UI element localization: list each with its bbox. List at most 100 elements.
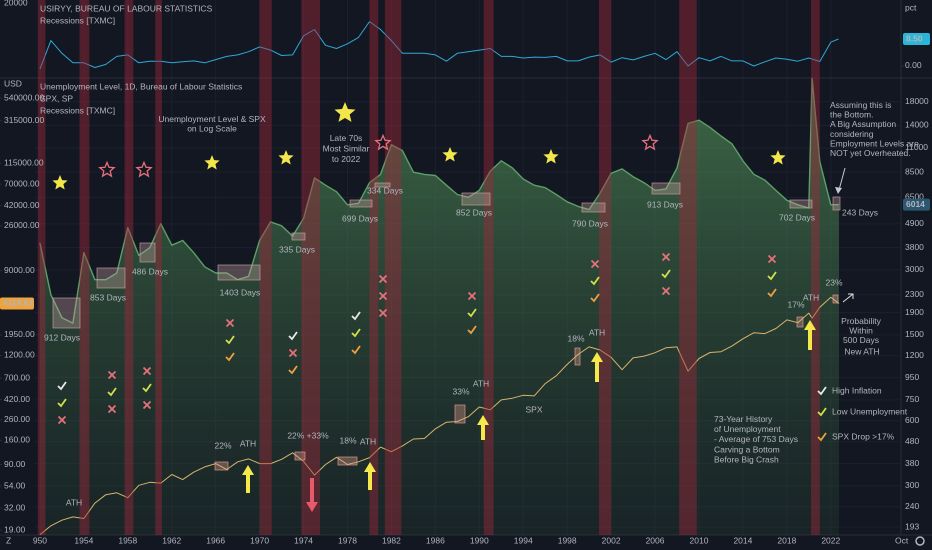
star-icon xyxy=(204,155,220,170)
y2-tick-label: 3800 xyxy=(905,242,924,252)
y-tick-label: 420.00 xyxy=(4,394,30,404)
arrow-head xyxy=(591,352,603,362)
annotation-line: to 2022 xyxy=(332,154,361,164)
check-icon xyxy=(467,308,477,318)
recession-band xyxy=(124,0,134,535)
y-tick-label: 32.00 xyxy=(4,502,26,512)
annotation-line: Within xyxy=(849,326,873,336)
x-tick-label: 1994 xyxy=(514,535,533,545)
check-icon xyxy=(817,386,827,396)
value-tag xyxy=(0,297,34,310)
cross-icon xyxy=(142,366,152,376)
drop-label: ATH xyxy=(589,327,605,337)
days-label: 334 Days xyxy=(367,185,403,195)
star-icon xyxy=(374,133,392,151)
star-icon xyxy=(278,150,294,165)
recession-band xyxy=(811,0,820,535)
check-icon xyxy=(467,325,477,335)
check-icon xyxy=(142,383,152,393)
y2-tick-label: 6500 xyxy=(905,192,924,202)
annotation: 73-Year History of Unemployment - Average … xyxy=(714,414,798,464)
drop-label: 23% xyxy=(825,277,842,287)
y2-tick-label: 480 xyxy=(905,436,919,446)
x-tick-label: 1958 xyxy=(118,535,137,545)
y-tick-label: 9000.00 xyxy=(4,265,35,275)
recession-band xyxy=(483,0,494,535)
x-tick-label: 2010 xyxy=(690,535,709,545)
drop-label: ATH xyxy=(240,438,256,448)
drop-label: 18% xyxy=(567,333,584,343)
pointer-head xyxy=(848,293,854,299)
check-icon xyxy=(817,407,827,417)
y2-tick-label: 750 xyxy=(905,394,919,404)
check-icon xyxy=(590,293,600,303)
drop-label: 33% xyxy=(452,386,469,396)
area xyxy=(39,78,839,536)
y-tick-label: 540000.00 xyxy=(4,92,44,102)
days-label: 243 Days xyxy=(842,207,878,217)
x-tick-label: 950 xyxy=(33,535,47,545)
arrow-shaft xyxy=(246,475,250,493)
drop-box xyxy=(337,456,358,466)
bottom-box xyxy=(139,242,156,263)
value-tag-label: 6014 xyxy=(906,199,925,209)
bottom-box xyxy=(349,199,373,208)
cross-icon xyxy=(378,291,388,301)
value-tag xyxy=(903,33,930,45)
arrow-head xyxy=(804,320,816,330)
x-tick-label: 1962 xyxy=(162,535,181,545)
main-title: Unemployment Level, 1D, Bureau of Labour… xyxy=(40,81,242,91)
check-icon xyxy=(351,311,361,321)
top-unit: pct xyxy=(905,2,917,12)
days-label: 790 Days xyxy=(572,218,608,228)
y-tick-label: 1950.00 xyxy=(4,329,35,339)
area-line xyxy=(39,77,840,324)
x-tick-label: 2014 xyxy=(733,535,752,545)
drop-label: ATH xyxy=(360,436,376,446)
y2-tick-label: 600 xyxy=(905,415,919,425)
recession-band xyxy=(37,0,46,535)
x-tick-label: 1970 xyxy=(250,535,269,545)
y-tick-label: 115000.00 xyxy=(4,157,44,167)
y-tick-label: 315000.00 xyxy=(4,115,44,125)
annotation-line: of Unemployment xyxy=(714,424,781,434)
days-label: 702 Days xyxy=(779,212,815,222)
arrow-shaft xyxy=(808,330,812,350)
value-tag-label: 4118.63 xyxy=(3,298,34,308)
cross-icon xyxy=(107,404,117,414)
check-icon xyxy=(288,331,298,341)
x-cursor-label: Oct xyxy=(895,535,909,545)
pointer-head xyxy=(835,187,842,194)
y-tick-label: 700.00 xyxy=(4,372,30,382)
check-icon xyxy=(351,345,361,355)
bottom-box xyxy=(374,182,391,188)
pointer-line xyxy=(842,293,854,303)
x-tick-label: 2002 xyxy=(602,535,621,545)
check-icon xyxy=(57,398,67,408)
days-label: 912 Days xyxy=(44,332,80,342)
annotation-line: Carving a Bottom xyxy=(714,445,780,455)
recession-band xyxy=(259,0,272,535)
bottom-box xyxy=(217,264,261,281)
star-icon xyxy=(98,160,116,178)
arrow-head xyxy=(242,465,254,475)
check-icon xyxy=(817,432,827,442)
y-tick-label: 1200.00 xyxy=(4,350,35,360)
y2-tick-label: 8500 xyxy=(905,166,924,176)
y-tick-label: 26000.00 xyxy=(4,220,40,230)
drop-label: 18% xyxy=(339,435,356,445)
cross-icon xyxy=(378,274,388,284)
top-left-label: 20000 xyxy=(4,0,28,7)
drop-label: 22% +33% xyxy=(287,430,329,440)
cross-icon xyxy=(378,308,388,318)
legend-label: High Inflation xyxy=(832,385,882,395)
y2-tick-label: 380 xyxy=(905,458,919,468)
annotation-line: on Log Scale xyxy=(187,124,237,134)
annotation: SPX xyxy=(525,404,542,414)
x-tick-label: 1998 xyxy=(558,535,577,545)
settings-icon[interactable] xyxy=(915,536,925,546)
scale-button[interactable]: Z xyxy=(6,535,11,545)
x-tick-label: 1990 xyxy=(470,535,489,545)
y-tick-label: 19.00 xyxy=(4,524,26,534)
